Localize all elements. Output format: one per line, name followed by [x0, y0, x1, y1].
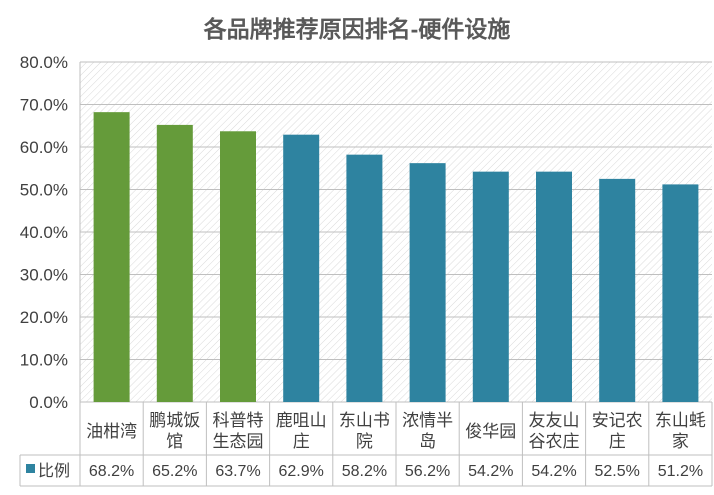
- y-tick-label: 20.0%: [20, 308, 68, 327]
- bar: [662, 184, 699, 402]
- bar: [156, 124, 193, 403]
- y-axis-tick-labels: 0.0% 10.0% 20.0% 30.0% 40.0% 50.0% 60.0% 70.0% 8…: [20, 53, 68, 412]
- data-label: 68.2%: [89, 463, 134, 480]
- category-label: 科普特生态园: [213, 411, 264, 452]
- data-label: 63.7%: [215, 463, 260, 480]
- category-label: 安记农庄: [592, 411, 643, 452]
- bar: [472, 171, 509, 402]
- category-label: 东山书院: [339, 411, 390, 452]
- bar: [283, 134, 320, 403]
- bar: [536, 171, 572, 402]
- y-tick-label: 40.0%: [20, 223, 68, 242]
- legend-key: [26, 464, 35, 473]
- y-tick-label: 60.0%: [20, 138, 68, 157]
- y-tick-label: 50.0%: [20, 181, 68, 200]
- bars: [93, 112, 699, 403]
- chart-title: 各品牌推荐原因排名-硬件设施: [203, 16, 511, 42]
- bar: [409, 163, 446, 402]
- bar: [93, 112, 130, 403]
- bar: [220, 131, 256, 402]
- category-label: 油柑湾: [86, 422, 137, 442]
- y-tick-label: 30.0%: [20, 266, 68, 285]
- data-label: 65.2%: [152, 463, 197, 480]
- data-label: 54.2%: [468, 463, 513, 480]
- category-label: 鹏城饭馆: [149, 411, 200, 452]
- category-label: 友友山谷农庄: [529, 411, 580, 452]
- category-label: 俊华园: [465, 422, 516, 442]
- y-tick-label: 10.0%: [20, 351, 68, 370]
- y-tick-label: 70.0%: [20, 96, 68, 115]
- bar: [346, 154, 383, 402]
- category-label: 鹿咀山庄: [276, 411, 327, 452]
- data-label: 58.2%: [342, 463, 387, 480]
- data-label: 62.9%: [279, 463, 324, 480]
- data-label: 54.2%: [531, 463, 576, 480]
- bar: [599, 178, 636, 402]
- category-label: 浓情半岛: [402, 411, 453, 452]
- category-label: 东山蚝家: [655, 411, 706, 452]
- data-label: 51.2%: [658, 463, 703, 480]
- y-tick-label: 0.0%: [29, 393, 68, 412]
- legend-label: 比例: [38, 461, 70, 480]
- data-label: 56.2%: [405, 463, 450, 480]
- y-tick-label: 80.0%: [20, 53, 68, 72]
- data-label: 52.5%: [595, 463, 640, 480]
